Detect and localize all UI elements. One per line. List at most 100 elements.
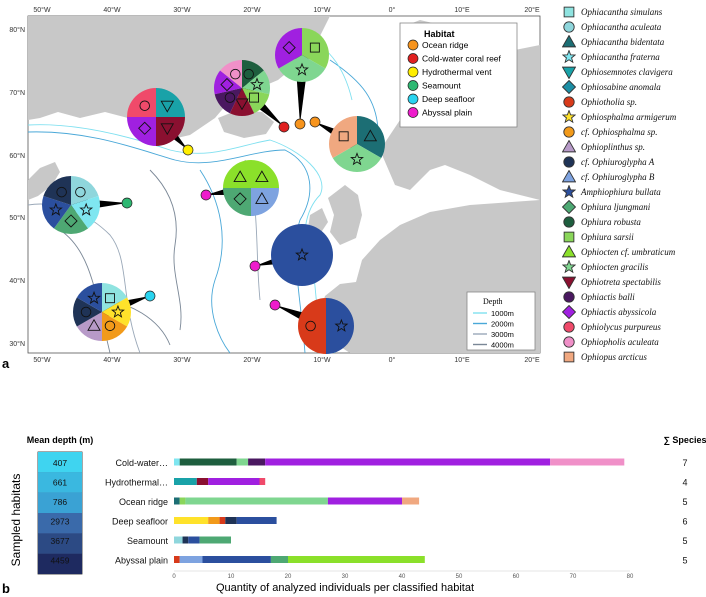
map-panel: 50°W 40°W 30°W 20°W 10°W 0° 10°E 20°E 50°W 40°W 3… <box>2 6 541 370</box>
site-marker <box>278 121 290 133</box>
circle-icon <box>563 291 575 303</box>
amphiophiura-bullata-glyph <box>48 202 63 216</box>
ophiosabine-anomala-symbol <box>562 80 576 94</box>
ophiotreta-spectabilis-symbol <box>562 276 576 289</box>
species-legend-label: Ophiacantha fraterna <box>581 52 660 62</box>
species-legend-item: Ophiosphalma armigerum <box>562 110 676 124</box>
lon-tick-top: 50°W <box>33 6 51 14</box>
lon-tick-bottom: 20°E <box>524 356 540 364</box>
lon-tick-bottom: 20°W <box>243 356 261 364</box>
ophiosphalma-armigerum-symbol <box>562 110 576 124</box>
ophiacantha-simulans-symbol <box>563 6 575 18</box>
lon-tick-bottom: 40°W <box>103 356 121 364</box>
habitat-legend: Habitat Ocean ridge Cold-water coral reef… <box>399 22 518 128</box>
habitat-legend-label: Hydrothermal vent <box>422 67 492 77</box>
amphiophiura-bullata-symbol <box>562 185 576 199</box>
species-legend-item: Ophiocten gracilis <box>562 260 648 274</box>
species-legend-label: Ophiactis abyssicola <box>581 307 657 317</box>
site-marker <box>121 197 133 209</box>
pie-slice <box>220 60 242 88</box>
pie-slice <box>76 312 102 341</box>
map-site-pie <box>214 60 290 133</box>
bar-segment-ophiactis-abyssicola <box>265 458 551 466</box>
bar-segment-ophiura-sarsii <box>179 497 186 505</box>
ophiotreta-spectabilis-glyph <box>160 123 175 136</box>
ophiacantha-bidentata-symbol <box>562 35 576 48</box>
species-legend-item: Ophiosabine anomala <box>562 80 661 94</box>
map-site-pie <box>42 176 133 234</box>
x-tick-label: 30 <box>342 574 349 580</box>
bar-segment-cf-ophiosphalma-sp <box>208 517 220 524</box>
x-tick-label: 80 <box>627 574 634 580</box>
ophiura-robusta-glyph <box>243 68 254 80</box>
pie-slice <box>214 70 242 95</box>
bar-segment-ophiocten-gracilis <box>185 497 328 505</box>
species-legend-item: Ophioplinthus sp. <box>562 140 645 154</box>
species-legend-item: cf. Ophiuroglypha B <box>562 170 654 184</box>
species-legend-label: Ophiacantha aculeata <box>581 22 662 32</box>
bar-segment-cf-ophiuroglypha-a <box>225 517 237 524</box>
ophiopholis-aculeata-symbol <box>563 336 575 348</box>
bar-segment-ophiopholis-aculeata <box>550 458 625 466</box>
species-count-value: 6 <box>682 517 687 527</box>
x-tick-label: 20 <box>285 574 292 580</box>
species-legend-label: Ophiosphalma armigerum <box>581 112 677 122</box>
x-tick-label: 60 <box>513 574 520 580</box>
species-count-value: 5 <box>682 497 687 507</box>
lon-tick-bottom: 10°E <box>454 356 470 364</box>
cf-ophiuroglypha-a-symbol <box>563 156 575 168</box>
species-legend-label: Ophiosabine anomala <box>581 82 661 92</box>
habitat-legend-label: Abyssal plain <box>422 108 472 118</box>
bar-segment-ophiacantha-aculeata <box>174 536 183 544</box>
depth-legend-label: 4000m <box>491 341 514 350</box>
depth-legend-label: 2000m <box>491 320 514 329</box>
pie-slice <box>326 298 354 354</box>
triangle-down-icon <box>562 66 576 79</box>
bar-segment-ophiacantha-fraterna <box>174 458 180 466</box>
species-legend-label: Ophioplinthus sp. <box>581 142 646 152</box>
habitat-label: Hydrothermal… <box>105 478 168 488</box>
habitat-label: Seamount <box>127 536 169 546</box>
site-marker <box>144 290 156 302</box>
species-legend-label: Amphiophiura bullata <box>581 187 661 197</box>
x-tick-label: 70 <box>570 574 577 580</box>
square-icon <box>563 351 575 363</box>
amphiophiura-bullata-glyph <box>334 318 349 332</box>
ophiopus-arcticus-symbol <box>563 351 575 363</box>
ophiactis-abyssicola-glyph <box>220 77 234 92</box>
triangle-icon <box>562 35 576 48</box>
bar-segment-ophiacantha-bidentata <box>174 497 180 505</box>
habitat-label: Deep seafloor <box>112 517 168 527</box>
ophiopus-arcticus-glyph <box>338 131 349 142</box>
mean-depth-value: 407 <box>53 458 67 468</box>
site-marker <box>182 144 194 156</box>
species-legend-item: Ophiactis balli <box>562 290 635 304</box>
species-legend-label: Ophiotreta spectabilis <box>581 277 661 287</box>
x-tick-label: 50 <box>456 574 463 580</box>
lon-tick-top: 20°E <box>524 6 540 14</box>
mean-depth-value: 661 <box>53 478 67 488</box>
map-site-pie <box>309 116 385 173</box>
lat-tick: 30°N <box>9 340 25 348</box>
lon-tick-top: 30°W <box>173 6 191 14</box>
bar-segment-ophiura-robusta <box>179 458 237 466</box>
mean-depth-cell <box>38 472 82 493</box>
greenland-land <box>28 16 330 140</box>
square-icon <box>563 6 575 18</box>
site-marker <box>200 189 212 201</box>
ophiacantha-aculeata-symbol <box>563 21 575 33</box>
species-legend-label: cf. Ophiuroglypha B <box>581 172 655 182</box>
depth-legend-title: Depth <box>483 297 503 306</box>
star-icon <box>562 185 576 199</box>
ophiocten-gracilis-symbol <box>562 260 576 274</box>
ophioplinthus-sp-symbol <box>562 140 576 153</box>
pie-slice <box>251 160 279 188</box>
species-legend-label: Ophiocten cf. umbraticum <box>581 247 676 257</box>
map-site-pie <box>275 28 329 130</box>
map-site-pie <box>73 283 156 341</box>
pie-slice <box>271 224 333 286</box>
species-legend-item: Ophiacantha fraterna <box>562 50 660 64</box>
circle-icon <box>563 321 575 333</box>
circle-icon <box>563 156 575 168</box>
